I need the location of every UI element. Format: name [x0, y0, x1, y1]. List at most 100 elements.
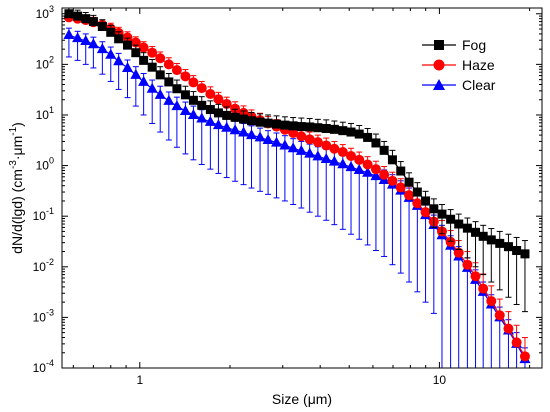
legend-label-clear: Clear — [462, 77, 496, 93]
data-point — [164, 77, 174, 87]
y-tick-label-base: 10 — [33, 361, 47, 375]
data-point — [139, 55, 149, 65]
data-point — [370, 170, 382, 181]
y-tick-label-exp: 1 — [49, 105, 54, 115]
y-tick-label-base: 10 — [33, 310, 47, 324]
legend-label-fog: Fog — [462, 37, 486, 53]
data-point — [88, 17, 98, 27]
data-point — [197, 100, 207, 110]
data-point — [171, 100, 183, 111]
data-point — [404, 190, 415, 201]
data-point — [180, 71, 191, 82]
data-point — [478, 283, 489, 294]
data-point — [72, 32, 84, 43]
data-point — [412, 187, 422, 197]
x-tick-label: 10 — [433, 373, 447, 387]
y-tick-label-exp: 2 — [49, 54, 54, 64]
data-point — [420, 207, 431, 218]
y-axis-title-part1: dN/d(lgd) (cm — [9, 169, 25, 254]
data-point — [106, 27, 116, 37]
data-point — [429, 204, 439, 214]
data-point — [279, 139, 291, 150]
data-point — [81, 14, 91, 24]
data-point — [421, 196, 431, 206]
data-point — [155, 70, 165, 80]
legend-circle-icon — [433, 59, 445, 71]
data-point — [97, 22, 107, 32]
y-tick-label-base: 10 — [36, 108, 50, 122]
data-point — [172, 84, 182, 94]
data-point — [471, 227, 481, 237]
y-tick-label-exp: -2 — [46, 257, 54, 267]
data-point — [205, 88, 216, 99]
data-point — [188, 77, 199, 88]
data-point — [246, 129, 258, 140]
data-point — [453, 247, 464, 258]
series-clear — [63, 27, 531, 368]
data-point — [486, 235, 496, 245]
data-point — [204, 115, 216, 126]
data-point — [96, 43, 108, 54]
data-point — [188, 95, 198, 105]
data-point — [171, 65, 182, 76]
data-point — [213, 108, 223, 118]
y-tick-label-exp: 0 — [49, 156, 54, 166]
data-point — [387, 175, 398, 186]
data-point — [138, 42, 149, 53]
data-point — [221, 121, 233, 132]
data-point — [370, 164, 381, 175]
data-point — [387, 155, 397, 165]
data-point — [287, 142, 299, 153]
plot-frame — [61, 7, 543, 369]
data-point — [354, 129, 364, 139]
data-point — [486, 296, 497, 307]
y-tick-label-base: 10 — [36, 57, 50, 71]
data-point — [147, 62, 157, 72]
y-tick-label-exp: 3 — [49, 4, 54, 14]
data-point — [470, 271, 481, 282]
series-line — [68, 16, 526, 357]
data-point — [138, 75, 150, 86]
data-point — [288, 121, 298, 131]
data-point — [254, 131, 266, 142]
data-point — [462, 259, 473, 270]
data-point — [304, 134, 315, 145]
data-point — [180, 90, 190, 100]
data-point — [230, 112, 240, 122]
data-point — [519, 351, 530, 362]
data-point — [320, 152, 332, 163]
series-fog — [64, 7, 530, 313]
y-tick-label: 102 — [36, 54, 54, 71]
y-tick-label-exp: -4 — [46, 358, 54, 368]
data-point — [163, 94, 175, 105]
y-tick-label: 10-3 — [33, 307, 54, 324]
data-point — [512, 245, 522, 255]
y-tick-label: 101 — [36, 105, 54, 122]
data-point — [396, 166, 406, 176]
data-point — [379, 169, 390, 180]
y-axis-title-exp1: -3 — [8, 160, 19, 169]
data-point — [362, 166, 374, 177]
data-point — [114, 34, 124, 44]
y-tick-label: 10-1 — [33, 206, 54, 223]
data-point — [122, 32, 133, 43]
data-point — [80, 34, 92, 45]
y-tick-label-exp: -1 — [46, 206, 54, 216]
data-point — [337, 158, 349, 169]
data-point — [337, 147, 348, 158]
data-point — [131, 48, 141, 58]
y-tick-label-base: 10 — [36, 159, 50, 173]
data-point — [338, 126, 348, 136]
data-point — [445, 236, 456, 247]
data-point — [212, 119, 224, 130]
data-point — [154, 88, 166, 99]
data-point — [63, 29, 75, 40]
data-point — [123, 40, 133, 50]
data-point — [205, 105, 215, 115]
y-tick-label: 100 — [36, 156, 54, 173]
data-point — [495, 238, 505, 248]
data-point — [87, 38, 99, 49]
data-point — [255, 117, 265, 127]
